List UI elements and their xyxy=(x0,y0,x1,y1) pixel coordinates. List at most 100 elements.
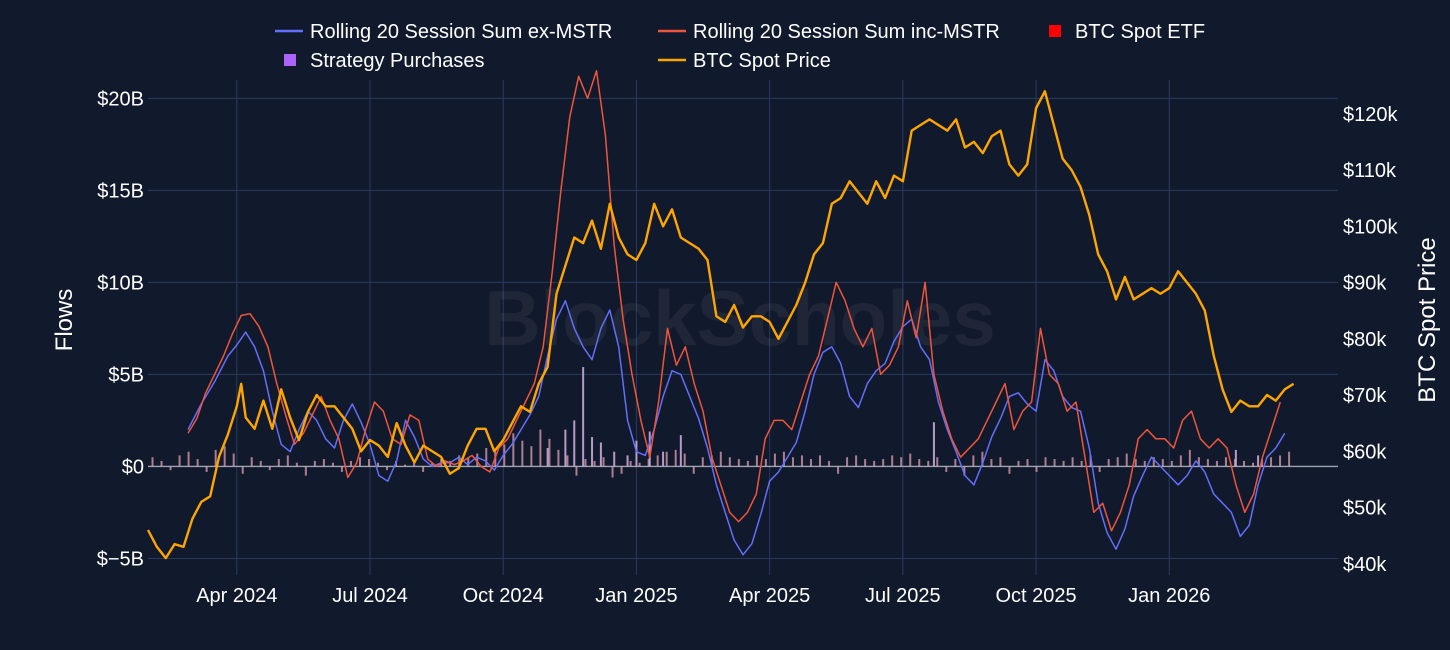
right-tick-label: $70k xyxy=(1343,385,1387,407)
etf-flow-bar xyxy=(710,455,713,467)
etf-flow-bar xyxy=(918,459,921,467)
legend-label: Rolling 20 Session Sum ex-MSTR xyxy=(310,21,612,43)
etf-flow-bar xyxy=(358,457,361,467)
etf-flow-bar xyxy=(268,466,271,471)
left-tick-label: $−5B xyxy=(97,548,144,570)
etf-flow-bar xyxy=(458,455,461,467)
strategy-purchase-bar xyxy=(662,451,665,467)
etf-flow-bar xyxy=(665,451,668,467)
grid xyxy=(148,80,1338,575)
right-axis-title: BTC Spot Price xyxy=(1414,237,1441,402)
etf-flow-bar xyxy=(1062,460,1065,467)
etf-flow-bar xyxy=(1026,459,1029,467)
strategy-purchase-bar xyxy=(591,436,594,467)
etf-flow-bar xyxy=(313,460,316,467)
etf-flow-bar xyxy=(1035,466,1038,472)
etf-flow-bar xyxy=(683,453,686,467)
etf-flow-bar xyxy=(205,466,208,472)
legend-item[interactable]: BTC Spot Price xyxy=(658,50,831,72)
etf-flow-bar xyxy=(647,459,650,467)
legend-label: Strategy Purchases xyxy=(310,50,485,72)
etf-flow-bar xyxy=(377,462,380,467)
etf-flow-bar xyxy=(819,455,822,467)
left-tick-label: $15B xyxy=(97,180,144,202)
etf-flow-bar xyxy=(178,455,181,467)
etf-flow-bar xyxy=(773,453,776,467)
etf-flow-bar xyxy=(485,448,488,467)
etf-flow-bar xyxy=(945,466,948,472)
etf-flow-bar xyxy=(286,455,289,467)
etf-flow-bar xyxy=(521,440,524,467)
etf-flow-bar xyxy=(1080,460,1083,467)
etf-flow-bar xyxy=(882,459,885,467)
legend-item[interactable]: Strategy Purchases xyxy=(284,50,485,72)
etf-flow-bar xyxy=(846,457,849,467)
legend-item[interactable]: Rolling 20 Session Sum ex-MSTR xyxy=(275,21,612,43)
axes: $−5B $0 $5B $10B $15B $20B $40k $50k $60k $70k $80… xyxy=(97,88,1399,607)
etf-flow-bar xyxy=(855,455,858,467)
etf-flow-bar xyxy=(1215,460,1218,467)
etf-flow-bar xyxy=(503,444,506,467)
etf-flow-bar xyxy=(746,460,749,467)
left-tick-label: $5B xyxy=(108,364,144,386)
btc-spot-price-line xyxy=(146,90,1295,560)
etf-flow-bar xyxy=(1152,457,1155,467)
etf-flow-bar xyxy=(151,457,154,467)
etf-flow-bar xyxy=(169,466,172,471)
etf-flow-bar xyxy=(764,459,767,467)
etf-flow-bar xyxy=(981,451,984,467)
right-tick-label: $100k xyxy=(1343,216,1398,238)
etf-flow-bar xyxy=(656,455,659,467)
etf-flow-bar xyxy=(936,457,939,467)
strategy-purchase-bar xyxy=(648,431,651,467)
etf-flow-bar xyxy=(160,460,163,467)
left-tick-label: $20B xyxy=(97,88,144,110)
etf-flow-bar xyxy=(701,457,704,467)
etf-flow-bar xyxy=(909,453,912,467)
etf-flow-bar xyxy=(1008,466,1011,474)
etf-flow-bar xyxy=(1044,457,1047,467)
etf-flow-bar xyxy=(674,449,677,467)
etf-flow-bar xyxy=(1107,459,1110,467)
legend-item[interactable]: BTC Spot ETF xyxy=(1049,21,1205,43)
left-tick-label: $10B xyxy=(97,272,144,294)
x-tick-label: Jul 2025 xyxy=(865,585,941,607)
etf-flow-bar xyxy=(728,457,731,467)
legend[interactable]: Rolling 20 Session Sum ex-MSTR Rolling 20… xyxy=(275,21,1205,72)
etf-flow-bar xyxy=(602,457,605,467)
etf-flow-bar xyxy=(737,459,740,467)
legend-label: BTC Spot ETF xyxy=(1075,21,1205,43)
legend-item[interactable]: Rolling 20 Session Sum inc-MSTR xyxy=(658,21,1000,43)
etf-flow-bar xyxy=(322,459,325,467)
etf-flow-bar xyxy=(1197,457,1200,467)
strategy-purchase-bar xyxy=(546,448,549,467)
etf-flow-bar xyxy=(828,460,831,467)
etf-flow-bar xyxy=(1206,459,1209,467)
strategy-purchase-bar xyxy=(1234,449,1237,467)
etf-flow-bar xyxy=(340,466,343,472)
right-tick-label: $80k xyxy=(1343,329,1387,351)
etf-flow-bar xyxy=(539,429,542,467)
etf-flow-bar xyxy=(629,460,632,467)
right-tick-label: $90k xyxy=(1343,273,1387,295)
etf-flow-bar xyxy=(810,459,813,467)
etf-flow-bar xyxy=(1279,455,1282,467)
right-tick-label: $60k xyxy=(1343,441,1387,463)
x-tick-label: Apr 2024 xyxy=(196,585,277,607)
right-tick-label: $40k xyxy=(1343,554,1387,576)
strategy-purchase-bar xyxy=(582,367,585,467)
etf-flow-bar xyxy=(386,466,389,471)
etf-flow-bar xyxy=(611,466,614,478)
x-tick-label: Oct 2024 xyxy=(463,585,544,607)
strategy-purchase-bar xyxy=(573,420,576,467)
etf-flow-bar xyxy=(692,466,695,474)
etf-flow-bar xyxy=(999,457,1002,467)
etf-flow-bar xyxy=(530,446,533,467)
etf-flow-bar xyxy=(900,457,903,467)
etf-flow-bar xyxy=(575,466,578,476)
etf-flow-bar xyxy=(512,433,515,467)
etf-flow-bar xyxy=(864,459,867,467)
etf-flow-bar xyxy=(1053,459,1056,467)
x-tick-label: Jan 2026 xyxy=(1128,585,1210,607)
etf-flow-bar xyxy=(431,462,434,467)
